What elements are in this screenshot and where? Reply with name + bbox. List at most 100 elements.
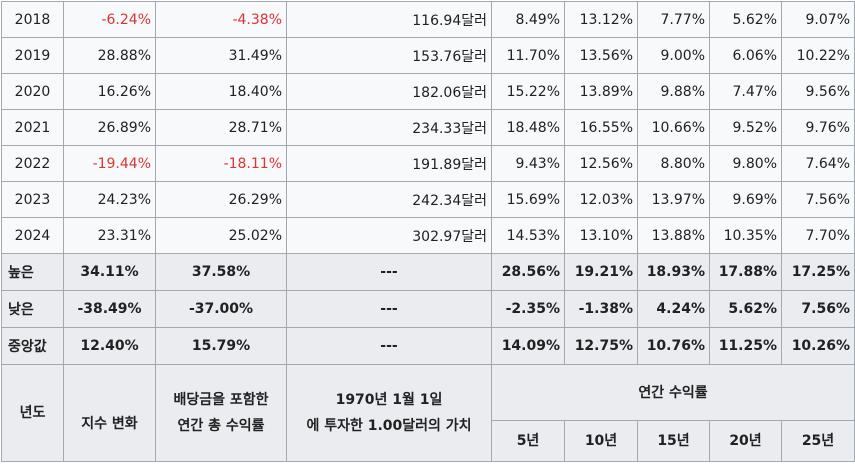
return-10y-cell: 13.56% — [564, 37, 638, 74]
return-20y-cell: 7.47% — [709, 73, 782, 110]
header-5y: 5년 — [491, 420, 565, 462]
total-return-cell: 31.49% — [155, 37, 287, 74]
header-total-return: 배당금을 포함한 연간 총 수익률 — [155, 364, 287, 462]
returns-table: 2018 -6.24% -4.38% 116.94달러 8.49% 13.12%… — [1, 1, 855, 462]
year-cell: 2018 — [1, 1, 64, 38]
return-10y-cell: 19.21% — [564, 253, 638, 291]
investment-value-cell: --- — [286, 327, 492, 365]
year-cell: 2019 — [1, 37, 64, 74]
return-25y-cell: 9.07% — [781, 1, 855, 38]
return-15y-cell: 7.77% — [637, 1, 710, 38]
investment-value-cell: 234.33달러 — [286, 109, 492, 146]
return-15y-cell: 10.76% — [637, 327, 710, 365]
return-20y-cell: 10.35% — [709, 217, 782, 254]
return-10y-cell: -1.38% — [564, 290, 638, 328]
index-change-cell: 34.11% — [63, 253, 156, 291]
table-row: 2024 23.31% 25.02% 302.97달러 14.53% 13.10… — [1, 217, 855, 254]
year-cell: 2020 — [1, 73, 64, 110]
return-5y-cell: 8.49% — [491, 1, 565, 38]
return-5y-cell: 9.43% — [491, 145, 565, 182]
total-return-cell: 28.71% — [155, 109, 287, 146]
index-change-cell: -38.49% — [63, 290, 156, 328]
index-change-cell: 28.88% — [63, 37, 156, 74]
header-investment-value-line1: 1970년 1월 1일 — [335, 392, 443, 408]
investment-value-cell: --- — [286, 253, 492, 291]
index-change-cell: 23.31% — [63, 217, 156, 254]
return-15y-cell: 9.88% — [637, 73, 710, 110]
return-10y-cell: 13.89% — [564, 73, 638, 110]
investment-value-cell: 242.34달러 — [286, 181, 492, 218]
return-20y-cell: 9.69% — [709, 181, 782, 218]
column-headers: 년도 지수 변화 배당금을 포함한 연간 총 수익률 1970년 1월 1일 에… — [1, 363, 855, 462]
return-5y-cell: 11.70% — [491, 37, 565, 74]
header-10y: 10년 — [564, 420, 638, 462]
header-annual-returns: 연간 수익률 — [491, 363, 855, 422]
return-5y-cell: -2.35% — [491, 290, 565, 328]
yearly-rows: 2018 -6.24% -4.38% 116.94달러 8.49% 13.12%… — [1, 1, 855, 254]
index-change-cell: 26.89% — [63, 109, 156, 146]
summary-rows: 높은 34.11% 37.58% --- 28.56% 19.21% 18.93… — [1, 253, 855, 365]
total-return-cell: 37.58% — [155, 253, 287, 291]
return-10y-cell: 13.12% — [564, 1, 638, 38]
header-25y: 25년 — [781, 420, 855, 462]
return-10y-cell: 12.75% — [564, 327, 638, 365]
header-index-change: 지수 변화 — [63, 364, 156, 462]
return-5y-cell: 18.48% — [491, 109, 565, 146]
summary-label: 높은 — [1, 253, 64, 291]
return-25y-cell: 9.76% — [781, 109, 855, 146]
header-15y: 15년 — [637, 420, 710, 462]
return-15y-cell: 10.66% — [637, 109, 710, 146]
year-cell: 2021 — [1, 109, 64, 146]
return-25y-cell: 10.26% — [781, 327, 855, 365]
total-return-cell: -4.38% — [155, 1, 287, 38]
investment-value-cell: 153.76달러 — [286, 37, 492, 74]
return-25y-cell: 7.70% — [781, 217, 855, 254]
total-return-cell: -18.11% — [155, 145, 287, 182]
header-row: 5년 10년 15년 20년 25년 — [2, 420, 855, 462]
return-20y-cell: 6.06% — [709, 37, 782, 74]
return-20y-cell: 11.25% — [709, 327, 782, 365]
return-25y-cell: 17.25% — [781, 253, 855, 291]
index-change-cell: 12.40% — [63, 327, 156, 365]
return-20y-cell: 17.88% — [709, 253, 782, 291]
return-25y-cell: 7.64% — [781, 145, 855, 182]
table-row: 2021 26.89% 28.71% 234.33달러 18.48% 16.55… — [1, 109, 855, 146]
table-row: 2018 -6.24% -4.38% 116.94달러 8.49% 13.12%… — [1, 1, 855, 38]
return-5y-cell: 14.53% — [491, 217, 565, 254]
summary-label: 낮은 — [1, 290, 64, 328]
table-row: 2022 -19.44% -18.11% 191.89달러 9.43% 12.5… — [1, 145, 855, 182]
return-5y-cell: 28.56% — [491, 253, 565, 291]
return-25y-cell: 9.56% — [781, 73, 855, 110]
summary-row-low: 낮은 -38.49% -37.00% --- -2.35% -1.38% 4.2… — [1, 290, 855, 328]
header-row: 년도 지수 변화 배당금을 포함한 연간 총 수익률 1970년 1월 1일 에… — [1, 363, 855, 462]
table-row: 2023 24.23% 26.29% 242.34달러 15.69% 12.03… — [1, 181, 855, 218]
return-25y-cell: 10.22% — [781, 37, 855, 74]
summary-label: 중앙값 — [1, 327, 64, 365]
header-total-return-line1: 배당금을 포함한 — [173, 392, 269, 408]
total-return-cell: 18.40% — [155, 73, 287, 110]
return-5y-cell: 15.69% — [491, 181, 565, 218]
return-15y-cell: 8.80% — [637, 145, 710, 182]
return-20y-cell: 5.62% — [709, 1, 782, 38]
summary-row-high: 높은 34.11% 37.58% --- 28.56% 19.21% 18.93… — [1, 253, 855, 291]
header-20y: 20년 — [709, 420, 782, 462]
total-return-cell: 26.29% — [155, 181, 287, 218]
return-20y-cell: 9.80% — [709, 145, 782, 182]
return-10y-cell: 12.56% — [564, 145, 638, 182]
year-cell: 2023 — [1, 181, 64, 218]
table-row: 2019 28.88% 31.49% 153.76달러 11.70% 13.56… — [1, 37, 855, 74]
return-15y-cell: 13.88% — [637, 217, 710, 254]
return-10y-cell: 12.03% — [564, 181, 638, 218]
header-investment-value-line2: 에 투자한 1.00달러의 가치 — [306, 418, 472, 434]
table-row: 2020 16.26% 18.40% 182.06달러 15.22% 13.89… — [1, 73, 855, 110]
index-change-cell: -19.44% — [63, 145, 156, 182]
header-investment-value: 1970년 1월 1일 에 투자한 1.00달러의 가치 — [286, 364, 492, 462]
index-change-cell: 24.23% — [63, 181, 156, 218]
return-20y-cell: 5.62% — [709, 290, 782, 328]
return-15y-cell: 13.97% — [637, 181, 710, 218]
return-25y-cell: 7.56% — [781, 290, 855, 328]
return-10y-cell: 16.55% — [564, 109, 638, 146]
index-change-cell: 16.26% — [63, 73, 156, 110]
investment-value-cell: 191.89달러 — [286, 145, 492, 182]
investment-value-cell: 182.06달러 — [286, 73, 492, 110]
